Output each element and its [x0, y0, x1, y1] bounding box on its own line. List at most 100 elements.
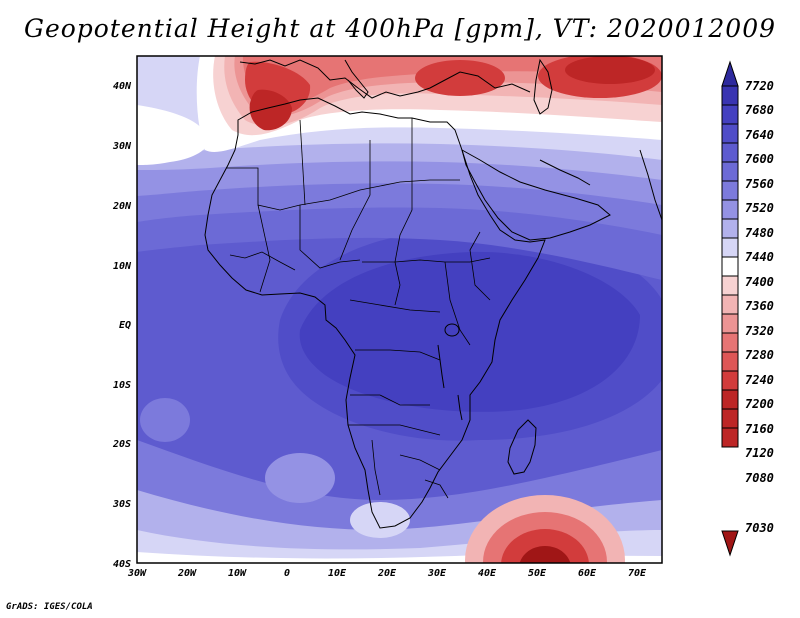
- colorbar-cell: [721, 123, 739, 144]
- lat-tick-label: 30S: [112, 499, 131, 510]
- lat-tick-label: EQ: [119, 320, 131, 331]
- lon-tick-label: 70E: [628, 568, 647, 579]
- colorbar-cell: [721, 218, 739, 239]
- colorbar-cell: [721, 237, 739, 258]
- colorbar-label: 7030: [745, 521, 774, 535]
- arabia-coastline: [461, 148, 611, 241]
- border-7: [362, 257, 491, 263]
- colorbar-cell: [721, 408, 739, 429]
- border-11: [348, 424, 441, 436]
- nw-low-2: [249, 89, 292, 131]
- border-1: [226, 167, 460, 211]
- lon-tick-label: 30W: [127, 568, 147, 579]
- page-title: Geopotential Height at 400hPa [gpm], VT:…: [23, 14, 777, 43]
- colorbar-cell: [721, 256, 739, 277]
- colorbar-label: 7600: [745, 152, 774, 166]
- border-18: [424, 479, 449, 499]
- west-lobe: [137, 105, 209, 165]
- lon-tick-label: 10W: [228, 568, 247, 579]
- colorbar-cell: [721, 427, 739, 448]
- india-coastline: [639, 149, 662, 221]
- colorbar-cell: [721, 332, 739, 353]
- height-field: [137, 56, 662, 563]
- border-5: [257, 204, 271, 293]
- colorbar-label: 7320: [745, 324, 774, 338]
- colorbar: 7720 7680 7640 7600 7560 7520 7480 7440 …: [721, 60, 774, 557]
- border-16: [394, 261, 401, 306]
- tropical-high-2: [299, 251, 640, 412]
- colorbar-max-arrow: [721, 60, 739, 87]
- border-14: [469, 231, 491, 301]
- lon-tick-label: 20E: [377, 568, 397, 579]
- lat-tick-label: 20S: [112, 439, 131, 450]
- colorbar-cell: [721, 275, 739, 296]
- plot-frame: [136, 55, 663, 564]
- lake-tanganyika: [437, 344, 445, 389]
- colorbar-label: 7360: [745, 299, 774, 313]
- lon-tick-label: 30E: [427, 568, 447, 579]
- colorbar-label: 7400: [745, 275, 774, 289]
- lon-tick-label: 10E: [328, 568, 347, 579]
- ne-low-3: [565, 56, 655, 84]
- colorbar-label: 7080: [745, 471, 774, 485]
- colorbar-label: 7480: [745, 226, 774, 240]
- colorbar-label: 7280: [745, 348, 774, 362]
- border-10: [350, 394, 430, 406]
- ne-low-1: [415, 60, 505, 96]
- border-8: [349, 299, 441, 313]
- lon-tick-label: 20W: [177, 568, 197, 579]
- italy-coastline: [344, 59, 369, 99]
- colorbar-cell: [721, 370, 739, 391]
- border-13: [399, 454, 441, 471]
- lat-tick-label: 40S: [113, 559, 131, 570]
- colorbar-cell: [721, 85, 739, 106]
- colorbar-label: 7160: [745, 422, 774, 436]
- trough-contour-4: [519, 546, 571, 563]
- lat-tick-label: 20N: [112, 201, 132, 212]
- colorbar-label: 7680: [745, 103, 774, 117]
- light-blob-2: [140, 398, 190, 442]
- country-borders: [226, 118, 491, 499]
- border-9: [355, 349, 441, 361]
- lat-tick-label: 40N: [113, 81, 132, 92]
- trough-contour-3: [501, 529, 589, 563]
- border-17: [229, 251, 296, 271]
- colorbar-cell: [721, 104, 739, 125]
- border-2: [299, 119, 306, 206]
- colorbar-label: 7520: [745, 201, 774, 215]
- lake-victoria: [444, 323, 460, 337]
- colorbar-min-arrow: [721, 530, 739, 557]
- colorbar-label: 7440: [745, 250, 774, 264]
- colorbar-cell: [721, 313, 739, 334]
- border-15: [444, 261, 471, 346]
- light-blob-3: [350, 502, 410, 538]
- colorbar-cell: [721, 199, 739, 220]
- colorbar-cell: [721, 389, 739, 410]
- colorbar-cell: [721, 351, 739, 372]
- lon-tick-label: 50E: [528, 568, 547, 579]
- colorbar-label: 7200: [745, 397, 774, 411]
- persian-gulf-coastline: [539, 159, 591, 186]
- border-4: [394, 118, 413, 263]
- lon-axis: 30W 20W 10W 0 10E 20E 30E 40E 50E 60E 70…: [127, 568, 647, 579]
- colorbar-cell: [721, 142, 739, 163]
- coastlines: [204, 58, 662, 529]
- colorbar-label: 7240: [745, 373, 774, 387]
- lake-malawi: [457, 394, 463, 421]
- border-3: [339, 140, 371, 261]
- lon-tick-label: 60E: [578, 568, 597, 579]
- colorbar-label: 7640: [745, 128, 774, 142]
- lat-tick-label: 10N: [113, 261, 132, 272]
- colorbar-cell: [721, 161, 739, 182]
- madagascar-coastline: [507, 419, 537, 475]
- lat-axis: 40N 30N 20N 10N EQ 10S 20S 30S 40S: [112, 81, 132, 570]
- colorbar-label: 7120: [745, 446, 774, 460]
- footer-credit: GrADS: IGES/COLA: [6, 602, 93, 612]
- light-blob-1: [265, 453, 335, 503]
- lat-tick-label: 10S: [113, 380, 131, 391]
- lon-tick-label: 0: [284, 568, 290, 579]
- border-6: [299, 205, 361, 269]
- colorbar-label: 7720: [745, 79, 774, 93]
- lat-tick-label: 30N: [112, 141, 132, 152]
